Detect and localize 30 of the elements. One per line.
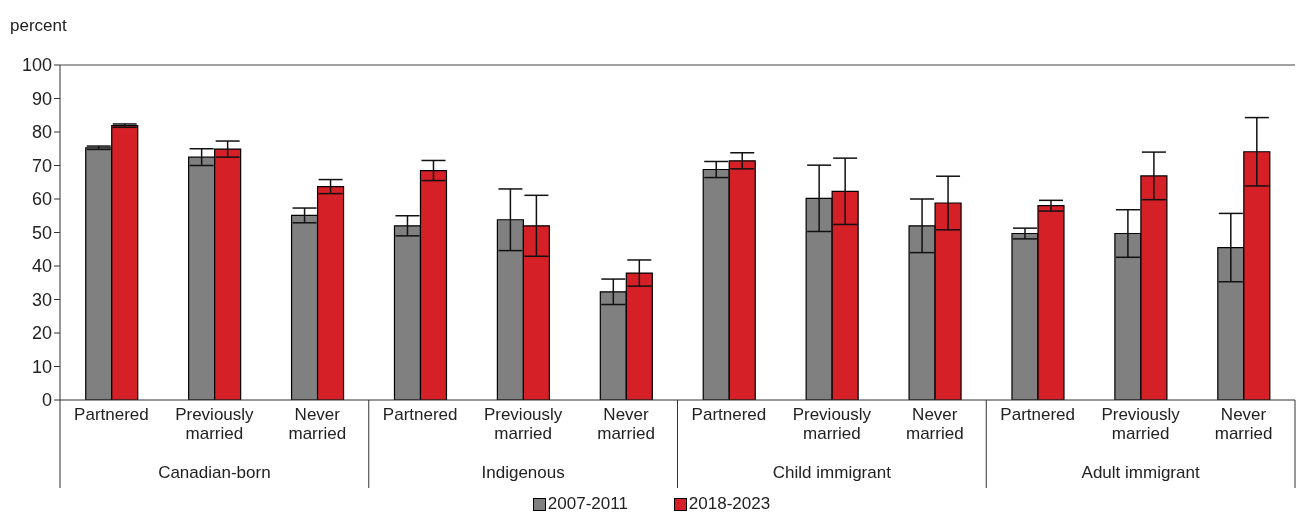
x-tick-label: Never married [597, 405, 655, 443]
y-tick-label: 50 [31, 222, 52, 243]
text: Child immigrant [772, 463, 892, 482]
y-tick-label: 70 [31, 155, 52, 176]
y-tick-label: 20 [31, 323, 52, 344]
x-tick-label: Partnered [74, 405, 149, 424]
y-tick-label: 10 [31, 356, 52, 377]
legend-label: 2007-2011 [546, 494, 628, 514]
y-axis-title: percent [10, 16, 67, 36]
text: Adult immigrant [1081, 463, 1200, 482]
y-tick-label: 80 [31, 122, 52, 143]
legend-label: 2018-2023 [687, 494, 771, 514]
x-tick-label: Partnered [691, 405, 767, 424]
x-tick-label: Previously married [1101, 405, 1181, 443]
x-tick-label: Previously married [792, 405, 872, 443]
y-tick-label: 60 [31, 189, 52, 210]
y-tick-label: 90 [31, 88, 52, 109]
x-tick-label: Previously married [483, 405, 563, 443]
x-tick-label: Never married [905, 405, 964, 443]
y-tick-label: 100 [21, 55, 52, 76]
x-tick-label: Previously married [175, 405, 255, 443]
text: Canadian-born [158, 463, 271, 482]
text: Indigenous [481, 463, 565, 482]
y-tick-label: 40 [31, 256, 52, 277]
x-tick-label: Partnered [1000, 405, 1076, 424]
x-tick-label: Partnered [382, 405, 458, 424]
x-tick-label: Never married [1214, 405, 1273, 443]
x-tick-label: Never married [288, 405, 347, 443]
y-tick-label: 0 [41, 390, 52, 411]
y-tick-label: 30 [31, 289, 52, 310]
